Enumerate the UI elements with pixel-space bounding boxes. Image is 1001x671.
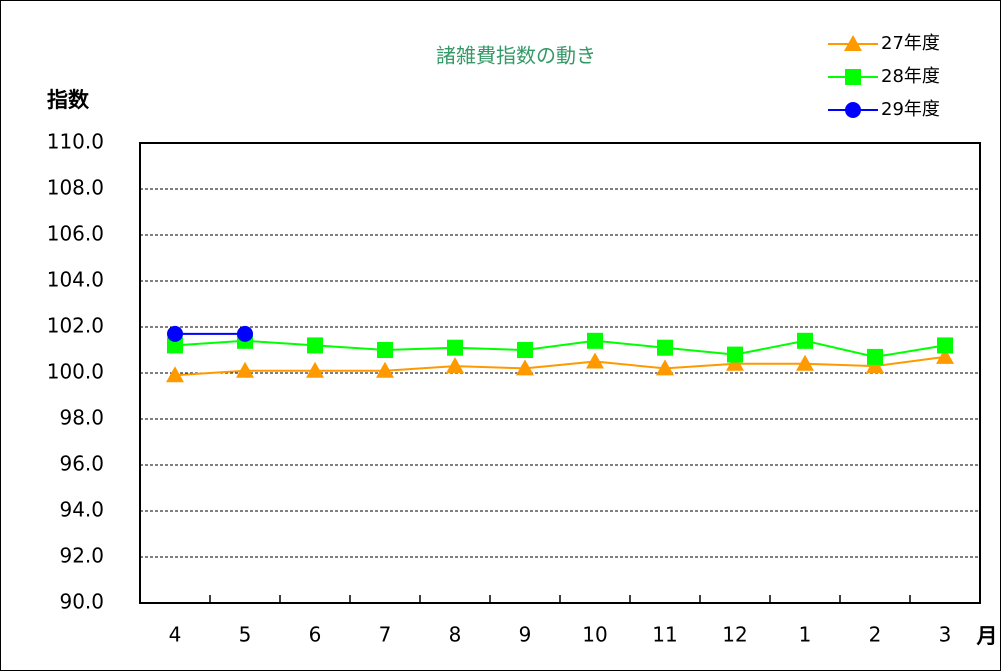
x-tick-label: 7	[379, 623, 392, 647]
point	[867, 348, 883, 365]
point	[376, 361, 394, 378]
point	[167, 325, 183, 342]
legend-label: 28年度	[881, 66, 940, 87]
legend-marker	[845, 69, 861, 85]
x-tick-label: 5	[239, 623, 252, 647]
legend-marker	[845, 102, 861, 118]
y-tick-label: 94.0	[59, 498, 104, 522]
x-tick-label: 8	[449, 623, 462, 647]
point	[166, 366, 184, 383]
y-tick-label: 90.0	[59, 590, 104, 614]
point	[237, 325, 253, 342]
x-tick-label: 4	[169, 623, 182, 647]
legend-label: 27年度	[881, 33, 940, 54]
point	[796, 354, 814, 371]
y-tick-label: 100.0	[47, 360, 104, 384]
y-axis-title: 指数	[47, 88, 90, 112]
x-tick-label: 2	[869, 623, 882, 647]
point	[866, 357, 884, 374]
series-line	[174, 355, 946, 377]
point	[797, 332, 813, 349]
y-tick-label: 108.0	[47, 176, 104, 200]
chart-title: 諸雑費指数の動き	[436, 44, 596, 68]
point	[447, 339, 463, 356]
y-tick-label: 102.0	[47, 314, 104, 338]
series-line	[174, 339, 946, 358]
point	[516, 359, 534, 376]
point	[726, 354, 744, 371]
y-tick-label: 110.0	[47, 130, 104, 154]
point	[446, 357, 464, 374]
point	[306, 361, 324, 378]
point	[937, 337, 953, 354]
y-tick-label: 98.0	[59, 406, 104, 430]
point	[656, 359, 674, 376]
x-tick-label: 1	[799, 623, 812, 647]
x-tick-label: 10	[582, 623, 607, 647]
point	[377, 342, 393, 358]
x-axis-title: 月	[976, 624, 998, 648]
x-tick-label: 11	[652, 623, 677, 647]
legend-marker	[844, 35, 862, 51]
point	[517, 342, 533, 358]
point	[936, 347, 954, 364]
point	[657, 339, 673, 356]
point	[586, 352, 604, 369]
x-tick-label: 12	[722, 623, 747, 647]
y-tick-label: 96.0	[59, 452, 104, 476]
y-tick-label: 104.0	[47, 268, 104, 292]
point	[727, 346, 743, 363]
y-tick-label: 106.0	[47, 222, 104, 246]
point	[587, 332, 603, 349]
point	[167, 337, 183, 354]
x-tick-label: 3	[939, 623, 952, 647]
x-tick-label: 6	[309, 623, 322, 647]
point	[236, 361, 254, 378]
y-tick-label: 92.0	[59, 544, 104, 568]
x-tick-label: 9	[519, 623, 532, 647]
point	[307, 337, 323, 354]
legend-label: 29年度	[881, 99, 940, 120]
